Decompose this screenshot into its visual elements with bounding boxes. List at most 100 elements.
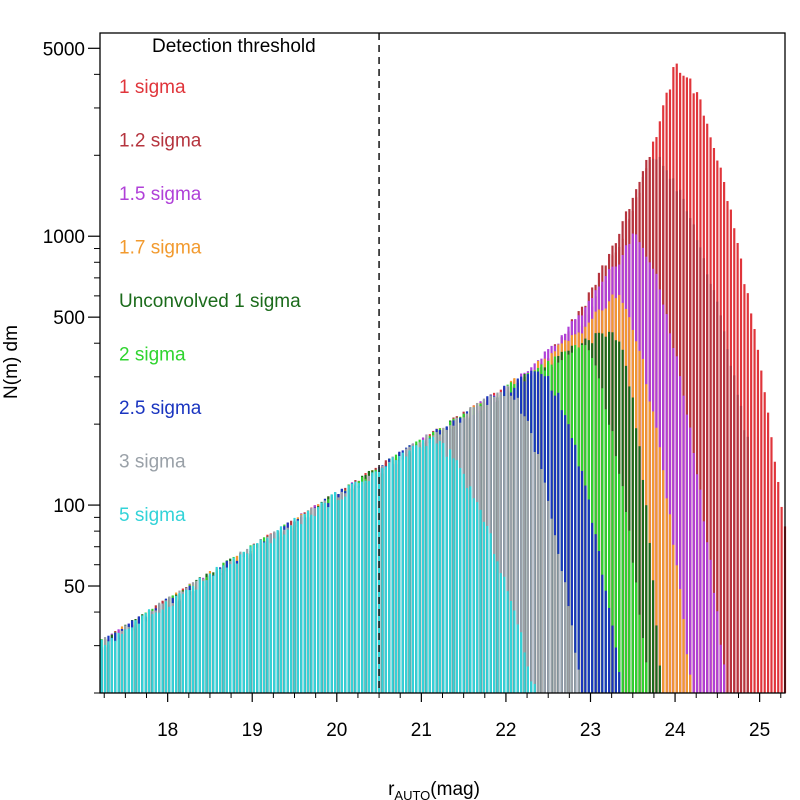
bar xyxy=(733,375,736,693)
bar xyxy=(202,581,205,693)
bar xyxy=(357,482,360,693)
bar xyxy=(131,627,134,693)
bar xyxy=(367,481,371,693)
bar xyxy=(597,551,601,693)
bar xyxy=(472,498,475,693)
bar xyxy=(391,457,394,693)
bar xyxy=(695,474,699,693)
bar xyxy=(719,315,722,693)
bar xyxy=(695,240,699,693)
bar xyxy=(219,568,222,693)
x-tick-label: 21 xyxy=(411,720,432,741)
bar xyxy=(756,349,760,693)
bar xyxy=(773,461,776,693)
bar xyxy=(290,525,293,693)
bar xyxy=(354,481,357,693)
bar xyxy=(655,625,658,693)
bar xyxy=(601,388,604,693)
bar xyxy=(489,533,492,693)
bar xyxy=(151,614,154,693)
bar xyxy=(455,460,458,693)
bar xyxy=(154,612,157,693)
bar xyxy=(685,414,688,693)
bar xyxy=(567,606,570,693)
bar xyxy=(371,472,374,693)
bar xyxy=(262,542,266,693)
bar xyxy=(611,625,614,693)
bar xyxy=(361,481,364,693)
bar xyxy=(445,456,448,693)
bar xyxy=(584,485,587,693)
bar xyxy=(682,619,685,693)
bar xyxy=(719,644,722,693)
x-tick-label: 20 xyxy=(326,720,347,741)
bar xyxy=(232,557,235,693)
bar xyxy=(496,392,499,693)
y-axis-ticks: 50 100 500 1000 5000 xyxy=(43,39,100,694)
x-tick-label: 23 xyxy=(580,720,601,741)
bar xyxy=(530,433,533,693)
series-9-bars xyxy=(100,436,536,693)
bar xyxy=(580,470,584,693)
bar xyxy=(435,443,438,693)
bar xyxy=(469,486,472,693)
bar xyxy=(770,437,773,693)
bar xyxy=(482,521,486,693)
bar xyxy=(425,446,428,693)
bar xyxy=(706,542,709,693)
bar xyxy=(334,492,337,693)
bar xyxy=(388,462,391,693)
bar xyxy=(587,499,590,693)
bar xyxy=(550,518,553,693)
bar xyxy=(503,576,506,693)
bar xyxy=(736,394,739,693)
bar xyxy=(411,446,414,693)
bar xyxy=(530,681,533,693)
bar xyxy=(709,559,712,693)
bar xyxy=(340,499,343,693)
bar xyxy=(651,580,655,693)
bar xyxy=(655,427,658,693)
bar xyxy=(110,638,113,693)
bar xyxy=(303,513,306,693)
bar xyxy=(103,644,107,693)
bar xyxy=(594,534,597,693)
bar xyxy=(716,611,719,693)
bar xyxy=(222,565,225,693)
chart-bars xyxy=(100,63,787,694)
bar xyxy=(208,573,212,693)
bar xyxy=(452,458,455,693)
bar xyxy=(536,453,540,693)
bar xyxy=(570,438,573,693)
bar xyxy=(506,591,509,693)
bar xyxy=(493,554,496,693)
bar xyxy=(185,590,188,693)
bar xyxy=(147,609,151,693)
bar xyxy=(668,333,672,693)
bar xyxy=(516,397,519,693)
bar xyxy=(246,553,249,693)
bar xyxy=(259,539,262,693)
bar xyxy=(394,460,398,693)
x-tick-label: 25 xyxy=(749,720,770,741)
bar xyxy=(526,666,529,693)
x-tick-label: 22 xyxy=(495,720,516,741)
bar xyxy=(567,424,570,693)
bar xyxy=(344,496,347,693)
bar xyxy=(296,520,299,693)
bar xyxy=(635,582,638,693)
bar xyxy=(712,592,716,693)
bar xyxy=(398,455,401,693)
bar xyxy=(279,526,283,693)
bar xyxy=(533,451,536,693)
bar xyxy=(618,672,621,693)
legend-title: Detection threshold xyxy=(152,36,316,57)
bar xyxy=(679,376,682,693)
bar xyxy=(675,565,678,693)
bar xyxy=(635,428,638,693)
bar xyxy=(496,561,499,693)
bar xyxy=(564,415,567,693)
legend-entry: 1.7 sigma xyxy=(119,238,202,259)
bar xyxy=(665,498,668,693)
x-axis-label-subscript: AUTO xyxy=(394,788,430,800)
